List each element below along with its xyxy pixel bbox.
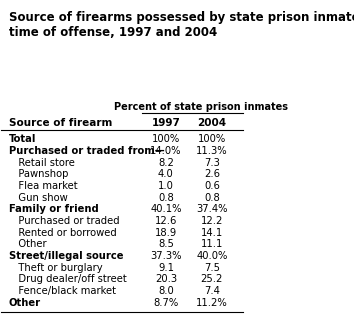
- Text: 1997: 1997: [152, 118, 181, 128]
- Text: 1.0: 1.0: [158, 181, 174, 191]
- Text: 0.8: 0.8: [204, 193, 220, 203]
- Text: 8.2: 8.2: [158, 158, 174, 168]
- Text: Drug dealer/off street: Drug dealer/off street: [8, 274, 126, 284]
- Text: 100%: 100%: [198, 135, 226, 144]
- Text: 37.3%: 37.3%: [150, 251, 182, 261]
- Text: Flea market: Flea market: [8, 181, 77, 191]
- Text: 0.6: 0.6: [204, 181, 220, 191]
- Text: Purchased or traded from—: Purchased or traded from—: [8, 146, 164, 156]
- Text: 7.4: 7.4: [204, 286, 220, 296]
- Text: 14.1: 14.1: [201, 228, 223, 238]
- Text: 12.6: 12.6: [155, 216, 177, 226]
- Text: 8.5: 8.5: [158, 239, 174, 249]
- Text: Purchased or traded: Purchased or traded: [8, 216, 119, 226]
- Text: 40.0%: 40.0%: [196, 251, 228, 261]
- Text: Source of firearm: Source of firearm: [8, 118, 112, 128]
- Text: Family or friend: Family or friend: [8, 204, 98, 214]
- Text: Retail store: Retail store: [8, 158, 75, 168]
- Text: Rented or borrowed: Rented or borrowed: [8, 228, 116, 238]
- Text: Theft or burglary: Theft or burglary: [8, 263, 102, 273]
- Text: Gun show: Gun show: [8, 193, 67, 203]
- Text: 100%: 100%: [152, 135, 180, 144]
- Text: 20.3: 20.3: [155, 274, 177, 284]
- Text: 4.0: 4.0: [158, 169, 174, 179]
- Text: 25.2: 25.2: [201, 274, 223, 284]
- Text: 7.3: 7.3: [204, 158, 220, 168]
- Text: Fence/black market: Fence/black market: [8, 286, 116, 296]
- Text: 40.1%: 40.1%: [150, 204, 182, 214]
- Text: 0.8: 0.8: [158, 193, 174, 203]
- Text: Percent of state prison inmates: Percent of state prison inmates: [114, 102, 288, 112]
- Text: 7.5: 7.5: [204, 263, 220, 273]
- Text: Pawnshop: Pawnshop: [8, 169, 68, 179]
- Text: Other: Other: [8, 239, 46, 249]
- Text: 14.0%: 14.0%: [150, 146, 182, 156]
- Text: 8.0: 8.0: [158, 286, 174, 296]
- Text: Source of firearms possessed by state prison inmates at
time of offense, 1997 an: Source of firearms possessed by state pr…: [8, 11, 354, 39]
- Text: 2.6: 2.6: [204, 169, 220, 179]
- Text: 11.3%: 11.3%: [196, 146, 228, 156]
- Text: 12.2: 12.2: [201, 216, 223, 226]
- Text: 37.4%: 37.4%: [196, 204, 228, 214]
- Text: 8.7%: 8.7%: [153, 298, 178, 308]
- Text: 2004: 2004: [197, 118, 227, 128]
- Text: Total: Total: [8, 135, 36, 144]
- Text: Street/illegal source: Street/illegal source: [8, 251, 123, 261]
- Text: 11.1: 11.1: [201, 239, 223, 249]
- Text: 11.2%: 11.2%: [196, 298, 228, 308]
- Text: 9.1: 9.1: [158, 263, 174, 273]
- Text: 18.9: 18.9: [155, 228, 177, 238]
- Text: Other: Other: [8, 298, 41, 308]
